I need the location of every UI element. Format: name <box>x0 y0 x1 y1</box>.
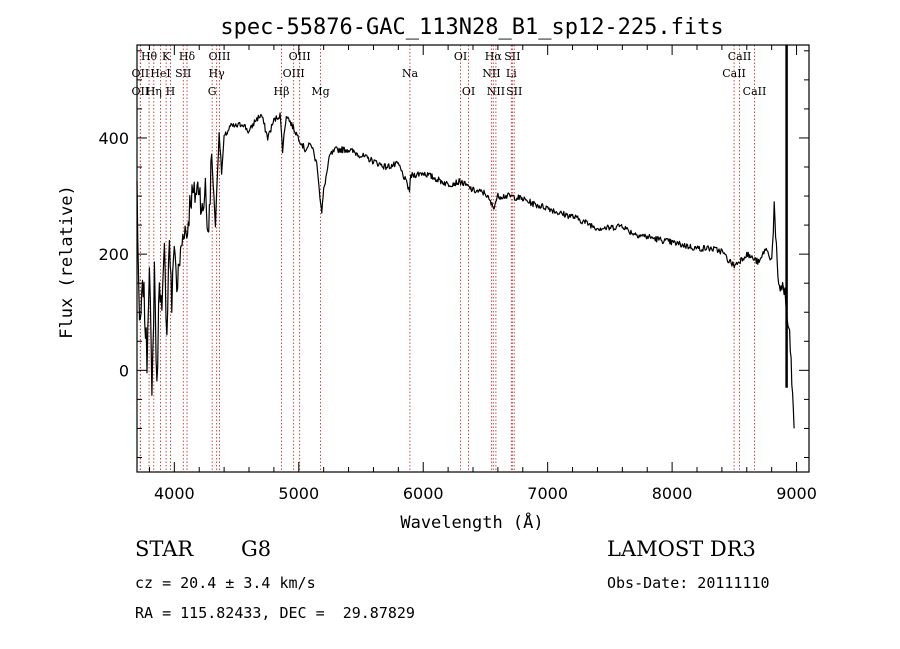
y-tick-label: 0 <box>119 361 129 380</box>
y-axis-label: Flux (relative) <box>57 185 77 339</box>
spectral-line-label: CaII <box>722 67 746 80</box>
spectral-line-label: G <box>208 85 217 98</box>
spectral-line-label: CaII <box>728 50 752 63</box>
spectral-line-label: CaII <box>743 85 767 98</box>
spectral-line-label: H <box>166 85 176 98</box>
spectral-line-labels: Hθ OII OII K HeI Hη H Hδ SII OIII Hγ G OIII OIII Hβ Mg N… <box>132 50 767 98</box>
spectrum-chart: spec-55876-GAC_113N28_B1_sp12-225.fits H… <box>57 15 817 533</box>
spectral-line-label: K <box>162 50 171 63</box>
spectral-line-label: OII <box>132 67 150 80</box>
spectral-line-label: Li <box>506 67 517 80</box>
x-tick-labels: 4000 5000 6000 7000 8000 9000 <box>154 484 817 503</box>
spectral-line-label: Hα <box>485 50 503 63</box>
y-tick-label: 200 <box>98 245 129 264</box>
spectral-line-label: SII <box>504 50 520 63</box>
spectral-line-markers <box>139 45 755 472</box>
spectral-line-label: SII <box>506 85 522 98</box>
chart-title: spec-55876-GAC_113N28_B1_sp12-225.fits <box>220 15 723 40</box>
spectral-line-label: OI <box>454 50 467 63</box>
spectral-line-label: Hη <box>146 85 162 98</box>
x-axis-label: Wavelength (Å) <box>400 511 543 533</box>
axis-ticks <box>137 45 809 472</box>
object-subclass: G8 <box>241 537 272 561</box>
x-tick-label: 6000 <box>403 484 444 503</box>
y-tick-labels: 0 200 400 <box>98 129 129 380</box>
spectral-line-label: OIII <box>283 67 305 80</box>
plot-frame <box>136 44 810 473</box>
spectral-line-label: Hθ <box>141 50 158 63</box>
spectrum-series-line <box>136 112 795 429</box>
spectral-line-label: Hδ <box>179 50 196 63</box>
observation-date: Obs-Date: 20111110 <box>607 574 770 592</box>
spectral-line-label: OII <box>132 85 150 98</box>
redshift-cz: cz = 20.4 ± 3.4 km/s <box>135 574 316 592</box>
spectral-line-label: Na <box>402 67 419 80</box>
spectral-line-label: Hβ <box>274 85 290 98</box>
x-tick-label: 7000 <box>527 484 568 503</box>
spectral-line-label: Hγ <box>209 67 226 80</box>
survey-name: LAMOST DR3 <box>607 537 756 561</box>
spectral-line-label: OI <box>462 85 475 98</box>
object-class: STAR <box>135 537 194 561</box>
spectral-line-label: SII <box>175 67 191 80</box>
spectral-line-label: Mg <box>311 85 329 98</box>
x-tick-label: 4000 <box>154 484 195 503</box>
x-tick-label: 5000 <box>278 484 319 503</box>
y-tick-label: 400 <box>98 129 129 148</box>
x-tick-label: 8000 <box>652 484 693 503</box>
x-tick-label: 9000 <box>776 484 817 503</box>
spectral-line-label: OIII <box>289 50 311 63</box>
spectral-line-label: HeI <box>150 67 170 80</box>
ra-dec-coordinates: RA = 115.82433, DEC = 29.87829 <box>135 604 415 622</box>
spectral-line-label: OIII <box>208 50 230 63</box>
spectral-line-label: NII <box>482 67 500 80</box>
spectral-line-label: NII <box>487 85 505 98</box>
